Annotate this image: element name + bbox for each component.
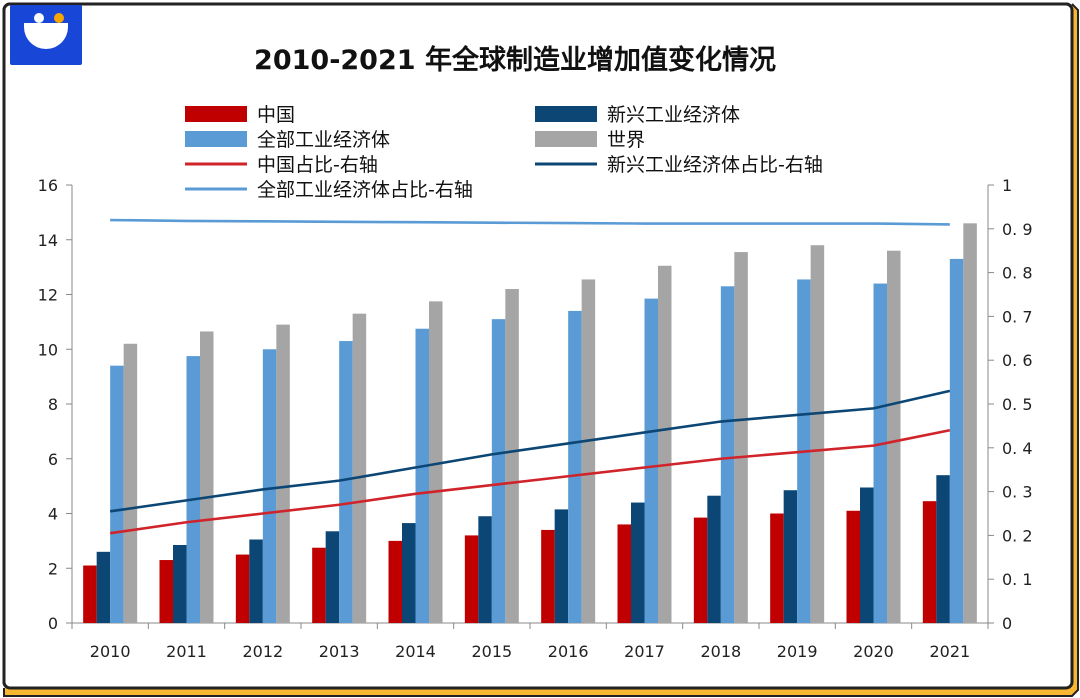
legend-label: 全部工业经济体占比-右轴 — [257, 179, 473, 201]
bar-2 — [491, 319, 506, 623]
bar-1 — [860, 487, 874, 623]
bar-3 — [505, 289, 519, 623]
legend-swatch — [185, 106, 247, 122]
y-tick-left-label: 6 — [48, 450, 58, 469]
bar-2 — [110, 365, 124, 623]
logo-eye-right — [54, 13, 64, 23]
x-tick-label: 2018 — [700, 642, 741, 661]
y-tick-right-label: 0. 1 — [1002, 570, 1033, 589]
bar-0 — [159, 560, 173, 623]
bar-0 — [693, 517, 708, 623]
y-tick-left-label: 16 — [38, 176, 58, 195]
y-tick-right-label: 0. 3 — [1002, 483, 1033, 502]
bar-0 — [312, 547, 326, 623]
bar-1 — [402, 523, 416, 623]
bar-0 — [541, 529, 555, 623]
bar-2 — [568, 310, 582, 623]
legend-label: 新兴工业经济体占比-右轴 — [607, 154, 823, 176]
bar-3 — [123, 343, 138, 623]
x-tick-label: 2021 — [929, 642, 970, 661]
line-series-2 — [110, 218, 950, 226]
y-tick-left-label: 0 — [48, 614, 58, 633]
bar-0 — [83, 565, 97, 623]
bar-3 — [887, 250, 901, 623]
x-tick-label: 2015 — [471, 642, 512, 661]
y-tick-right-label: 0 — [1002, 614, 1012, 633]
bar-2 — [186, 356, 200, 623]
legend-swatch — [535, 131, 597, 147]
y-tick-left-label: 2 — [48, 559, 58, 578]
y-tick-right-label: 0. 9 — [1002, 220, 1033, 239]
bar-1 — [249, 539, 263, 623]
bar-3 — [429, 301, 443, 623]
y-tick-right-label: 0. 2 — [1002, 526, 1033, 545]
line-series-0 — [109, 429, 951, 535]
bar-1 — [554, 509, 569, 623]
bar-0 — [617, 524, 631, 623]
legend-swatch — [185, 131, 247, 147]
bar-3 — [810, 245, 825, 623]
bar-1 — [478, 516, 492, 623]
bar-3 — [734, 252, 748, 623]
legend-label: 全部工业经济体 — [257, 129, 390, 151]
x-tick-label: 2020 — [853, 642, 894, 661]
y-tick-right-label: 0. 6 — [1002, 351, 1033, 370]
bar-0 — [846, 510, 860, 623]
y-tick-left-label: 10 — [38, 340, 58, 359]
bar-1 — [783, 490, 798, 623]
bar-3 — [581, 279, 596, 623]
bar-3 — [963, 223, 977, 623]
x-tick-label: 2019 — [777, 642, 818, 661]
bar-0 — [464, 535, 479, 623]
y-tick-right-label: 0. 7 — [1002, 307, 1033, 326]
y-tick-left-label: 8 — [48, 395, 58, 414]
y-tick-left-label: 4 — [48, 505, 58, 524]
bar-2 — [720, 286, 735, 623]
legend-swatch — [535, 106, 597, 122]
bar-2 — [873, 283, 887, 623]
legend-label: 新兴工业经济体 — [607, 104, 740, 126]
x-tick-label: 2013 — [319, 642, 360, 661]
y-tick-right-label: 0. 5 — [1002, 395, 1033, 414]
y-tick-right-label: 1 — [1002, 176, 1012, 195]
x-tick-label: 2012 — [242, 642, 283, 661]
bar-1 — [96, 551, 111, 623]
y-tick-left-label: 14 — [38, 231, 58, 250]
bar-2 — [644, 298, 658, 623]
bar-0 — [922, 501, 937, 623]
bar-2 — [339, 341, 353, 623]
x-tick-label: 2017 — [624, 642, 665, 661]
bar-1 — [325, 531, 340, 623]
bar-3 — [276, 324, 290, 623]
legend-label: 中国 — [257, 104, 295, 126]
bar-1 — [707, 495, 721, 623]
y-tick-right-label: 0. 8 — [1002, 264, 1033, 283]
bar-2 — [415, 328, 429, 623]
bar-2 — [262, 349, 277, 623]
bar-2 — [949, 258, 964, 623]
y-tick-right-label: 0. 4 — [1002, 439, 1033, 458]
x-tick-label: 2011 — [166, 642, 207, 661]
bar-1 — [173, 544, 187, 623]
bar-0 — [388, 540, 402, 623]
bar-0 — [235, 554, 250, 623]
legend-label: 中国占比-右轴 — [257, 154, 378, 176]
x-tick-label: 2014 — [395, 642, 436, 661]
bar-3 — [200, 331, 214, 623]
y-tick-left-label: 12 — [38, 286, 58, 305]
line-series-1 — [109, 389, 951, 513]
bar-1 — [631, 502, 645, 623]
x-tick-label: 2010 — [90, 642, 131, 661]
bar-1 — [936, 475, 950, 623]
bar-3 — [352, 313, 367, 623]
x-tick-label: 2016 — [548, 642, 589, 661]
bar-0 — [770, 513, 784, 623]
legend-label: 世界 — [607, 129, 645, 151]
chart-title: 2010-2021 年全球制造业增加值变化情况 — [254, 45, 776, 76]
logo-eye-left — [34, 13, 44, 23]
brand-logo — [10, 5, 82, 65]
bar-3 — [658, 265, 672, 623]
